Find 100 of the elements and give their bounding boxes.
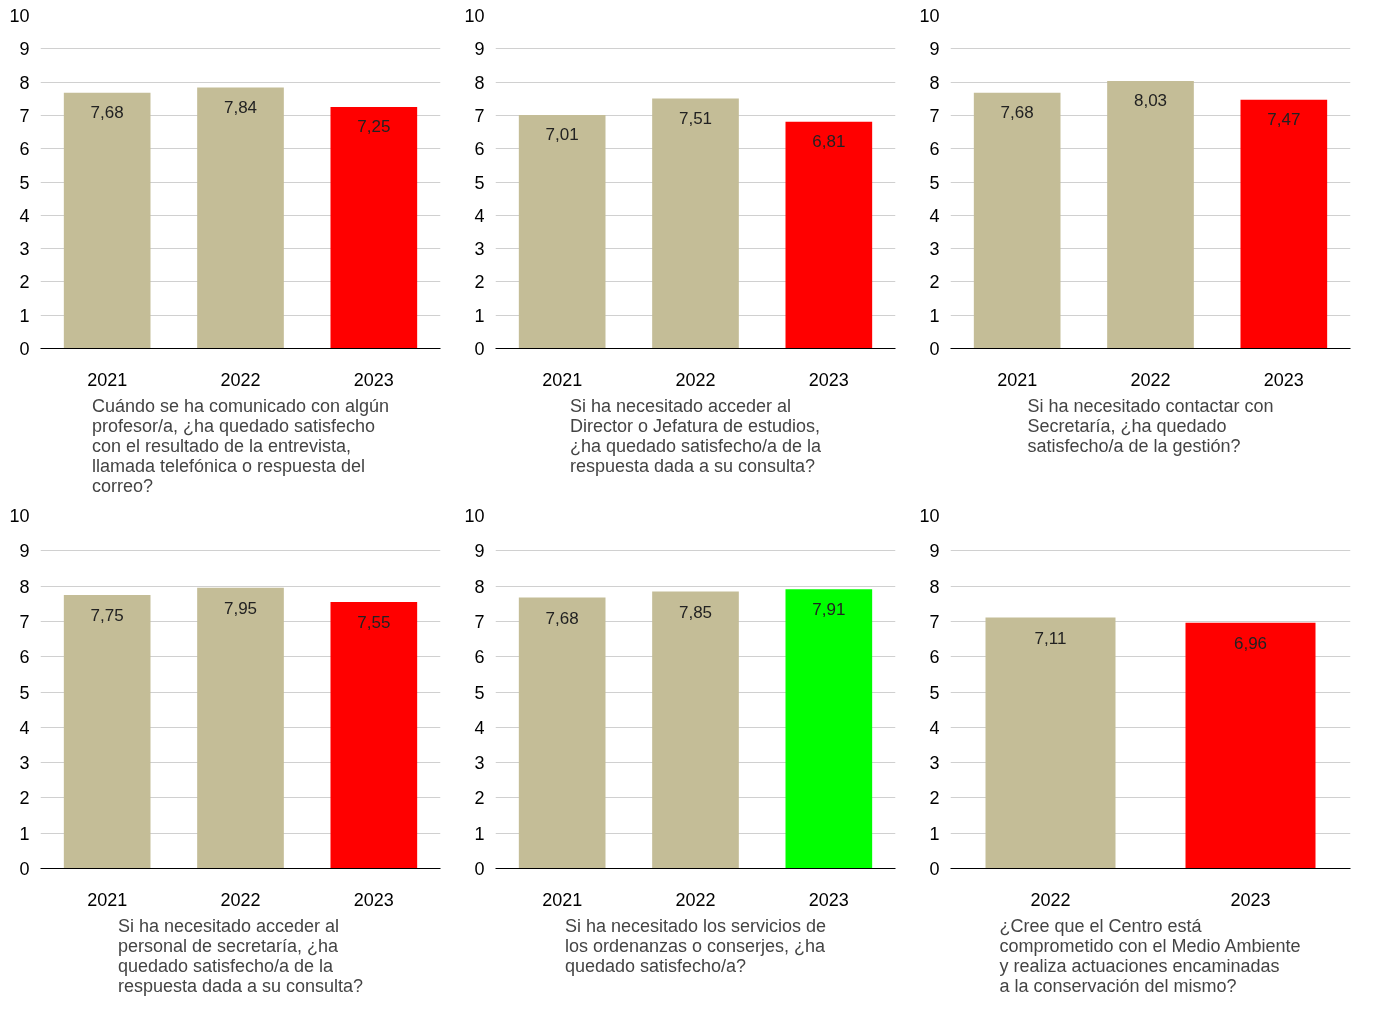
y-tick-label: 6 (19, 647, 30, 668)
y-tick-label: 1 (474, 823, 485, 844)
y-tick-label: 8 (929, 72, 940, 93)
y-tick-label: 0 (929, 339, 940, 359)
data-label: 7,01 (545, 125, 579, 145)
y-tick-label: 5 (19, 172, 30, 193)
y-tick-label: 0 (19, 859, 30, 879)
y-tick-label: 4 (474, 205, 485, 226)
x-tick-label: 2023 (808, 889, 849, 910)
y-tick-label: 1 (19, 305, 30, 326)
y-tick-label: 0 (474, 859, 485, 879)
y-tick-label: 3 (474, 753, 485, 774)
text: Si ha necesitado acceder al personal de secretaría, ¿ha quedado satisfecho/a de la respuesta dada a su consulta? (117, 915, 364, 996)
x-tick-label: 2022 (1130, 369, 1171, 390)
y-tick-label: 3 (474, 239, 485, 260)
y-tick-label: 0 (19, 339, 30, 359)
y-tick-label: 10 (919, 6, 940, 26)
x-tick-label: 2022 (220, 369, 261, 390)
y-tick-label: 5 (474, 172, 485, 193)
y-tick-label: 8 (929, 576, 940, 597)
y-tick-label: 6 (929, 647, 940, 668)
y-tick-label: 9 (474, 39, 485, 60)
y-tick-label: 9 (19, 39, 30, 60)
y-tick-label: 10 (464, 6, 485, 26)
data-label: 7,68 (545, 608, 579, 628)
x-tick-label: 2021 (997, 369, 1038, 390)
data-label: 7,75 (90, 606, 124, 626)
data-label: 6,96 (1233, 633, 1268, 653)
y-tick-label: 4 (929, 205, 940, 226)
y-tick-label: 10 (9, 506, 30, 526)
y-tick-label: 7 (929, 611, 940, 632)
x-tick-label: 2021 (542, 369, 583, 390)
y-tick-label: 3 (19, 239, 30, 260)
data-label: 7,11 (1034, 628, 1067, 648)
y-tick-label: 10 (464, 506, 485, 526)
y-tick-label: 1 (929, 305, 940, 326)
data-label: 7,55 (357, 613, 391, 633)
text: Si ha necesitado contactar con Secretaría, ¿ha quedado satisfecho/a de la gestión? (1027, 395, 1274, 456)
y-tick-label: 1 (929, 823, 940, 844)
y-tick-label: 6 (19, 139, 30, 160)
y-tick-label: 1 (474, 305, 485, 326)
y-tick-label: 4 (474, 717, 485, 738)
y-tick-label: 3 (19, 753, 30, 774)
x-tick-label: 2023 (1263, 369, 1304, 390)
y-tick-label: 9 (474, 541, 485, 562)
y-tick-label: 3 (929, 239, 940, 260)
y-tick-label: 8 (474, 72, 485, 93)
x-tick-label: 2023 (1230, 889, 1271, 910)
y-tick-label: 3 (929, 753, 940, 774)
y-tick-label: 2 (19, 788, 30, 809)
data-label: 6,81 (812, 132, 846, 152)
y-tick-label: 10 (919, 506, 940, 526)
text: Si ha necesitado los servicios de los ordenanzas o conserjes, ¿ha quedado satisfecho/a? (564, 915, 827, 976)
x-tick-label: 2023 (808, 369, 849, 390)
y-tick-label: 2 (474, 272, 485, 293)
y-tick-label: 7 (474, 105, 485, 126)
y-tick-label: 0 (929, 859, 940, 879)
y-tick-label: 8 (19, 72, 30, 93)
data-label: 7,68 (1000, 103, 1034, 123)
y-tick-label: 2 (19, 272, 30, 293)
y-tick-label: 6 (474, 647, 485, 668)
y-tick-label: 2 (929, 272, 940, 293)
y-tick-label: 6 (929, 139, 940, 160)
x-tick-label: 2021 (87, 889, 128, 910)
y-tick-label: 7 (19, 105, 30, 126)
y-tick-label: 10 (9, 6, 30, 26)
y-tick-label: 4 (19, 205, 30, 226)
y-tick-label: 5 (474, 682, 485, 703)
y-tick-label: 1 (19, 823, 30, 844)
x-tick-label: 2021 (87, 369, 128, 390)
y-tick-label: 4 (929, 717, 940, 738)
y-tick-label: 8 (19, 576, 30, 597)
y-tick-label: 7 (929, 105, 940, 126)
data-label: 7,25 (357, 117, 391, 137)
x-tick-label: 2022 (675, 889, 716, 910)
text: Si ha necesitado acceder al Director o Jefatura de estudios, ¿ha quedado satisfecho/a de la respuesta dada a su consulta? (569, 395, 823, 476)
data-label: 7,85 (678, 602, 713, 622)
y-tick-label: 9 (929, 39, 940, 60)
x-tick-label: 2022 (675, 369, 716, 390)
y-tick-label: 2 (929, 788, 940, 809)
data-label: 7,68 (90, 103, 124, 123)
y-tick-label: 0 (474, 339, 485, 359)
x-tick-label: 2022 (1030, 889, 1071, 910)
data-label: 7,51 (678, 108, 713, 128)
y-tick-label: 4 (19, 717, 30, 738)
data-label: 7,95 (223, 598, 258, 618)
data-label: 8,03 (1133, 91, 1168, 111)
y-tick-label: 9 (929, 541, 940, 562)
y-tick-label: 5 (929, 172, 940, 193)
data-label: 7,91 (812, 600, 846, 620)
y-tick-label: 9 (19, 541, 30, 562)
y-tick-label: 8 (474, 576, 485, 597)
text: ¿Cree que el Centro está comprometido con el Medio Ambiente y realiza actuaciones encaminadas a la conservación del mismo? (999, 915, 1301, 996)
y-tick-label: 6 (474, 139, 485, 160)
x-tick-label: 2023 (353, 369, 394, 390)
y-tick-label: 5 (929, 682, 940, 703)
x-tick-label: 2023 (353, 889, 394, 910)
data-label: 7,84 (223, 97, 258, 117)
y-tick-label: 2 (474, 788, 485, 809)
x-tick-label: 2021 (542, 889, 583, 910)
